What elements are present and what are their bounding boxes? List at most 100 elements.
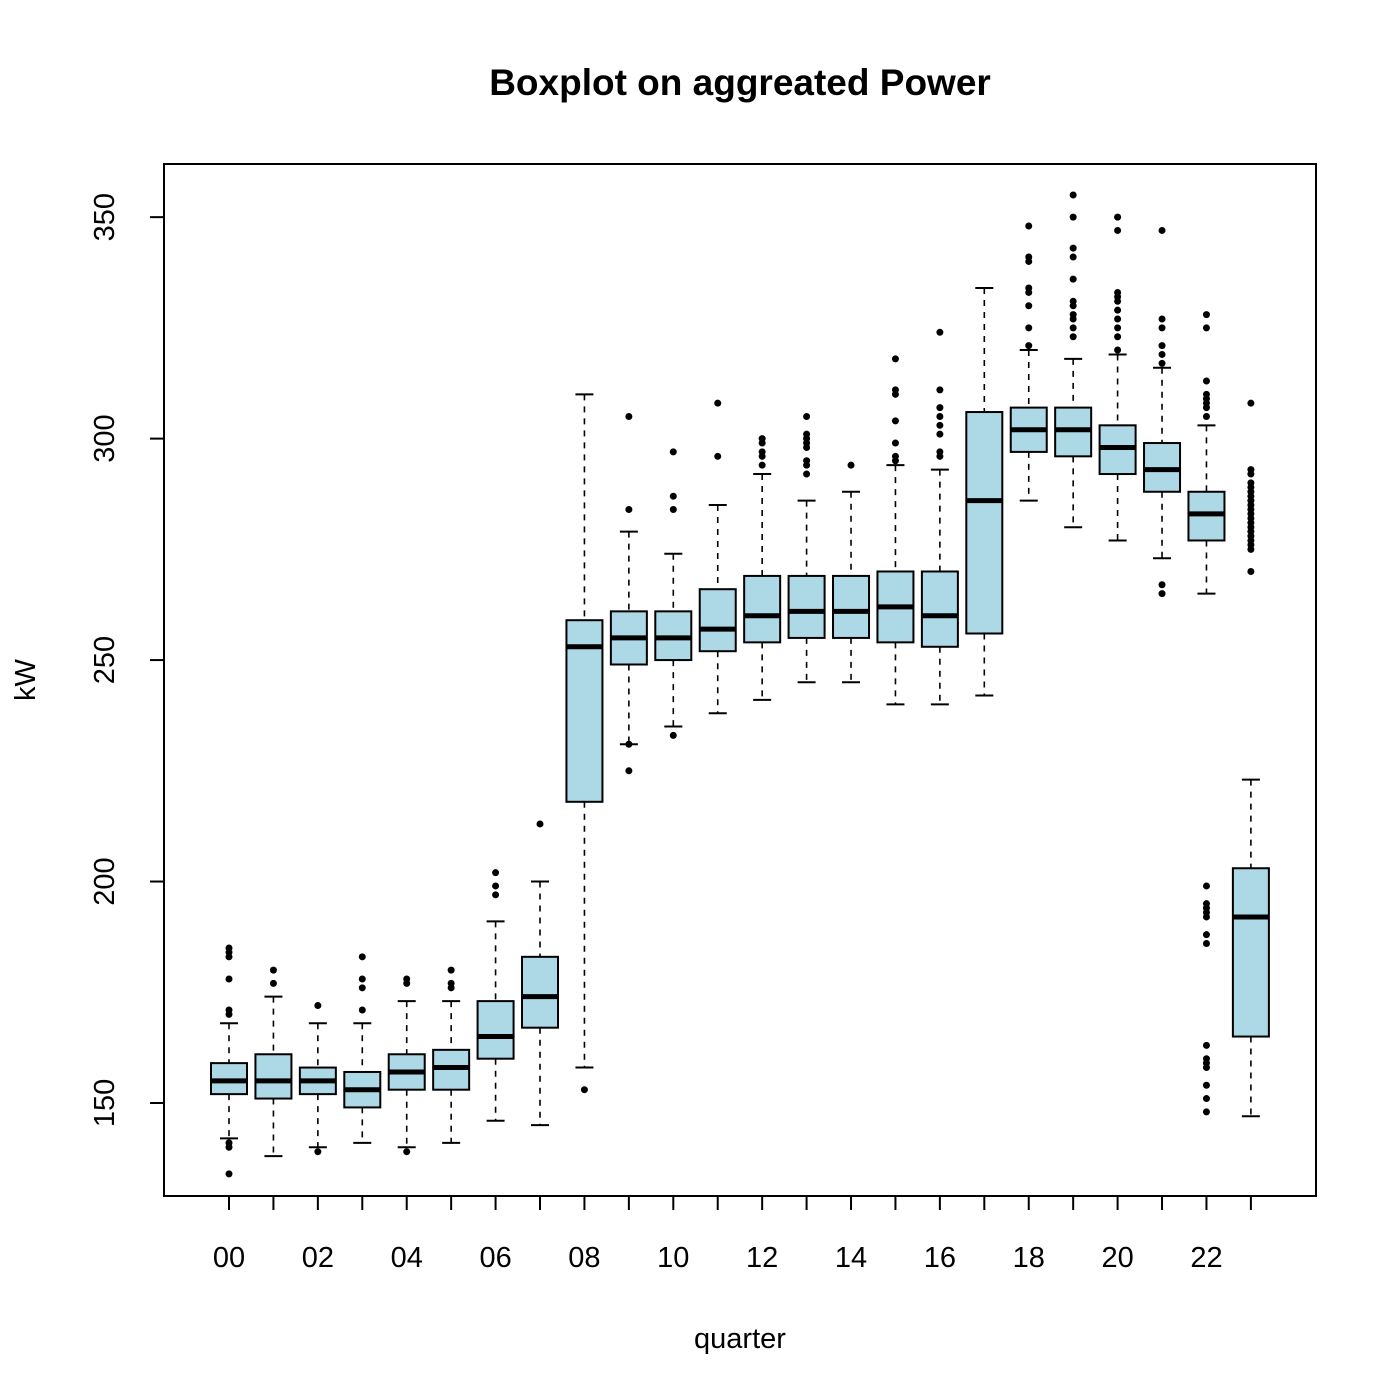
box-group-18	[1009, 222, 1048, 502]
outlier-20-7	[1114, 288, 1122, 296]
box-group-08	[565, 393, 604, 1094]
box-group-09	[609, 412, 648, 775]
outlier-22-7	[1202, 940, 1210, 948]
outlier-03-2	[358, 975, 366, 983]
outlier-22-6	[1202, 1041, 1210, 1049]
outlier-08-0	[580, 1086, 588, 1094]
outlier-19-10	[1069, 191, 1077, 199]
outlier-18-6	[1025, 253, 1033, 261]
outlier-04-0	[403, 1148, 411, 1156]
outlier-16-2	[936, 430, 944, 438]
x-tick-label-10: 10	[657, 1242, 689, 1274]
outlier-19-0	[1069, 333, 1077, 341]
x-axis: 00 02 04 06 08 10 12 14 16 18 20 22	[213, 1196, 1252, 1274]
outlier-01-1	[269, 966, 277, 974]
y-tick-label-150: 150	[89, 1079, 121, 1127]
outlier-02-0	[314, 1148, 322, 1156]
plot-frame	[163, 163, 1317, 1197]
x-tick-label-20: 20	[1101, 1242, 1133, 1274]
outlier-16-6	[936, 386, 944, 394]
outlier-12-4	[758, 435, 766, 443]
outlier-13-2	[803, 457, 811, 465]
outlier-22-20	[1202, 324, 1210, 332]
outlier-19-6	[1069, 275, 1077, 283]
outlier-16-3	[936, 421, 944, 429]
outlier-06-1	[492, 882, 500, 890]
outlier-20-3	[1114, 315, 1122, 323]
outlier-04-2	[403, 975, 411, 983]
outlier-16-7	[936, 328, 944, 336]
y-tick-label-300: 300	[89, 414, 121, 462]
outlier-22-0	[1202, 1108, 1210, 1116]
y-axis-label: kW	[10, 658, 42, 701]
outlier-15-3	[891, 417, 899, 425]
x-tick-label-14: 14	[835, 1242, 867, 1274]
box-group-14	[832, 461, 871, 684]
outlier-15-6	[891, 355, 899, 363]
box-group-00	[210, 944, 248, 1178]
outlier-18-0	[1025, 342, 1033, 350]
box-13	[787, 574, 826, 639]
outlier-10-3	[669, 448, 677, 456]
outlier-23-18	[1247, 466, 1255, 474]
outlier-03-0	[358, 1006, 366, 1014]
outlier-22-18	[1202, 390, 1210, 398]
x-tick-label-16: 16	[924, 1242, 956, 1274]
chart-title: Boxplot on aggreated Power	[489, 62, 991, 103]
box-group-16	[920, 328, 959, 706]
x-tick-label-12: 12	[746, 1242, 778, 1274]
outlier-13-7	[803, 412, 811, 420]
box-08	[565, 619, 604, 803]
box-group-03	[343, 953, 382, 1144]
box-group-07	[521, 820, 560, 1127]
outlier-00-0	[225, 1170, 233, 1178]
box-group-11	[698, 399, 737, 715]
outlier-10-1	[669, 505, 677, 513]
outlier-23-0	[1247, 567, 1255, 575]
x-tick-label-02: 02	[302, 1242, 334, 1274]
outlier-11-1	[714, 399, 722, 407]
outlier-09-0	[625, 767, 633, 775]
box-group-01	[254, 966, 293, 1158]
box-group-23	[1231, 399, 1270, 1118]
outlier-06-0	[492, 891, 500, 899]
box-group-05	[432, 966, 471, 1144]
box-group-21	[1143, 226, 1182, 598]
outlier-16-1	[936, 448, 944, 456]
outlier-21-2	[1158, 359, 1166, 367]
outlier-21-1	[1158, 581, 1166, 589]
box-group-10	[654, 448, 693, 739]
outlier-23-19	[1247, 399, 1255, 407]
box-group-06	[476, 869, 515, 1122]
outlier-09-1	[625, 740, 633, 748]
outlier-21-4	[1158, 342, 1166, 350]
outlier-20-0	[1114, 346, 1122, 354]
outlier-01-0	[269, 979, 277, 987]
outlier-22-8	[1202, 931, 1210, 939]
outlier-11-0	[714, 452, 722, 460]
outlier-16-5	[936, 404, 944, 412]
outlier-22-5	[1202, 1055, 1210, 1063]
box-14	[832, 574, 871, 639]
outlier-09-2	[625, 505, 633, 513]
outlier-09-3	[625, 412, 633, 420]
y-axis: 150 200 250 300 350	[89, 193, 164, 1127]
outlier-19-9	[1069, 213, 1077, 221]
x-tick-label-22: 22	[1190, 1242, 1222, 1274]
x-tick-label-06: 06	[479, 1242, 511, 1274]
outlier-05-1	[447, 979, 455, 987]
outlier-12-0	[758, 461, 766, 469]
outlier-19-7	[1069, 253, 1077, 261]
outlier-22-14	[1202, 412, 1210, 420]
box-01	[254, 1053, 293, 1100]
outlier-12-2	[758, 448, 766, 456]
outlier-00-4	[225, 1006, 233, 1014]
outlier-20-2	[1114, 324, 1122, 332]
outlier-19-8	[1069, 244, 1077, 252]
outlier-10-0	[669, 731, 677, 739]
outlier-20-9	[1114, 213, 1122, 221]
outlier-21-5	[1158, 324, 1166, 332]
box-group-13	[787, 412, 826, 684]
outlier-10-2	[669, 492, 677, 500]
outlier-15-2	[891, 439, 899, 447]
